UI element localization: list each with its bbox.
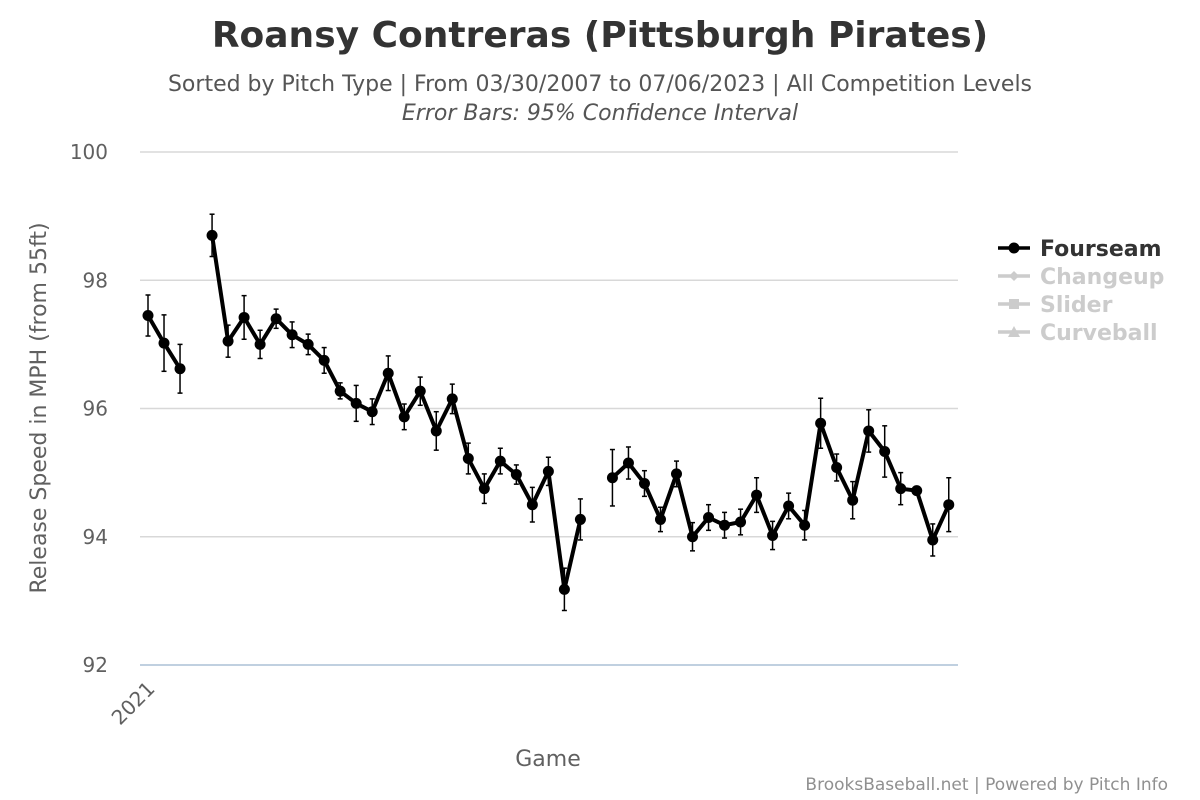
data-point[interactable] <box>318 354 330 366</box>
chart-title: Roansy Contreras (Pittsburgh Pirates) <box>212 15 988 56</box>
data-point[interactable] <box>670 468 682 480</box>
data-point[interactable] <box>206 229 218 241</box>
data-point[interactable] <box>414 385 426 397</box>
data-point[interactable] <box>911 485 923 497</box>
data-point[interactable] <box>382 367 394 379</box>
data-point[interactable] <box>174 363 186 375</box>
series-line <box>611 421 951 542</box>
data-point[interactable] <box>927 534 939 546</box>
data-point[interactable] <box>430 425 442 437</box>
data-point[interactable] <box>799 519 811 531</box>
data-point[interactable] <box>863 425 875 437</box>
data-point[interactable] <box>638 478 650 490</box>
legend-item-changeup[interactable]: Changeup <box>998 265 1164 290</box>
y-tick-label: 100 <box>70 140 108 164</box>
y-gridlines <box>140 151 958 666</box>
data-point[interactable] <box>847 494 859 506</box>
data-point[interactable] <box>286 329 298 341</box>
data-point[interactable] <box>462 453 474 465</box>
data-point[interactable] <box>687 531 699 543</box>
legend-item-slider[interactable]: Slider <box>998 293 1113 318</box>
y-tick-label: 92 <box>83 653 108 677</box>
data-point[interactable] <box>622 457 634 469</box>
legend-item-curveball[interactable]: Curveball <box>998 321 1158 346</box>
y-tick-label: 98 <box>83 268 108 292</box>
y-axis-ticks: 92 94 96 98 100 <box>70 140 108 677</box>
data-point[interactable] <box>719 519 731 531</box>
data-point[interactable] <box>895 483 907 495</box>
data-point[interactable] <box>526 499 538 511</box>
data-point[interactable] <box>366 406 378 418</box>
data-point[interactable] <box>446 393 458 405</box>
diamond-marker-icon <box>1009 271 1019 281</box>
credits[interactable]: BrooksBaseball.net | Powered by Pitch In… <box>805 775 1168 795</box>
data-point[interactable] <box>879 445 891 457</box>
chart-subtitle-error-bars: Error Bars: 95% Confidence Interval <box>402 101 798 126</box>
legend-label: Fourseam <box>1040 237 1162 262</box>
data-point[interactable] <box>350 397 362 409</box>
data-point[interactable] <box>478 483 490 495</box>
triangle-marker-icon <box>1008 326 1020 337</box>
data-point[interactable] <box>767 529 779 541</box>
data-point[interactable] <box>398 411 410 423</box>
data-point[interactable] <box>943 499 955 511</box>
data-point[interactable] <box>831 461 843 473</box>
data-point[interactable] <box>494 455 506 467</box>
data-point[interactable] <box>574 513 586 525</box>
legend-item-fourseam[interactable]: Fourseam <box>998 237 1162 262</box>
data-point[interactable] <box>542 465 554 477</box>
square-marker-icon <box>1009 299 1019 309</box>
legend-label: Slider <box>1040 293 1113 318</box>
data-point[interactable] <box>654 513 666 525</box>
x-axis-ticks: 2021 <box>107 677 160 730</box>
legend: Fourseam Changeup Slider Curveball <box>998 237 1164 346</box>
data-point[interactable] <box>334 385 346 397</box>
data-point[interactable] <box>735 516 747 528</box>
data-point[interactable] <box>302 338 314 350</box>
legend-label: Changeup <box>1040 265 1164 290</box>
y-tick-label: 96 <box>83 397 108 421</box>
data-point[interactable] <box>703 512 715 524</box>
y-tick-label: 94 <box>83 525 108 549</box>
data-point[interactable] <box>558 583 570 595</box>
data-point[interactable] <box>254 338 266 350</box>
data-point[interactable] <box>815 417 827 429</box>
data-point[interactable] <box>606 472 618 484</box>
data-point[interactable] <box>270 313 282 325</box>
x-axis-title: Game <box>515 747 581 772</box>
data-point[interactable] <box>222 335 234 347</box>
x-tick-label: 2021 <box>107 677 160 730</box>
data-point[interactable] <box>510 469 522 481</box>
data-point[interactable] <box>783 500 795 512</box>
data-point[interactable] <box>142 310 154 322</box>
legend-label: Curveball <box>1040 321 1158 346</box>
chart-subtitle: Sorted by Pitch Type | From 03/30/2007 t… <box>168 72 1032 97</box>
y-axis-title: Release Speed in MPH (from 55ft) <box>27 222 52 593</box>
plot-area <box>142 213 955 612</box>
circle-marker-icon <box>1008 242 1020 254</box>
data-point[interactable] <box>751 489 763 501</box>
series-fourseam <box>142 213 955 612</box>
data-point[interactable] <box>158 337 170 349</box>
data-point[interactable] <box>238 311 250 323</box>
